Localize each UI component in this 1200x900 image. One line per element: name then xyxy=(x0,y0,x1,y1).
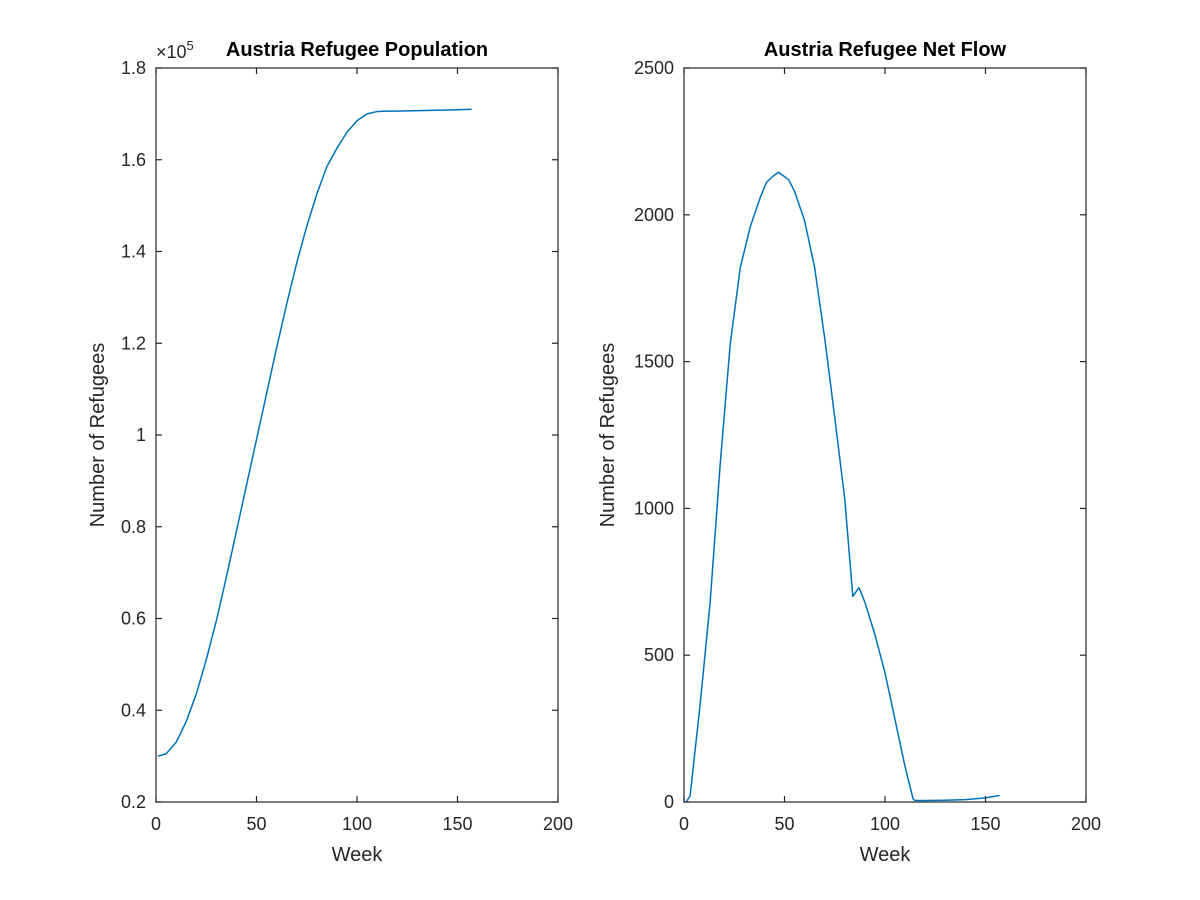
x-tick-label-net-flow: 50 xyxy=(774,814,794,834)
exponent-base: ×10 xyxy=(156,42,187,62)
chart-title-net-flow: Austria Refugee Net Flow xyxy=(764,39,1007,61)
y-tick-label-population: 1.2 xyxy=(121,333,146,353)
plot-area-population xyxy=(155,67,559,803)
y-tick-label-population: 1.8 xyxy=(121,58,146,78)
chart-title-population: Austria Refugee Population xyxy=(226,39,488,61)
chart-population: Austria Refugee Population Week Number o… xyxy=(87,38,573,866)
y-axis-label-net-flow: Number of Refugees xyxy=(597,343,619,528)
x-axis-label-population: Week xyxy=(332,844,384,866)
net-flow-line-group xyxy=(685,171,1000,803)
series-line-net-flow xyxy=(685,171,1000,803)
population-line-group xyxy=(157,108,472,757)
y-tick-label-population: 1.4 xyxy=(121,242,146,262)
y-tick-label-population: 0.2 xyxy=(121,792,146,812)
chart-net-flow: Austria Refugee Net Flow Week Number of … xyxy=(597,39,1101,866)
x-tick-label-net-flow: 0 xyxy=(679,814,689,834)
y-tick-label-population: 0.6 xyxy=(121,609,146,629)
y-tick-label-net-flow: 2500 xyxy=(634,58,674,78)
x-tick-label-population: 0 xyxy=(151,814,161,834)
x-tick-label-net-flow: 150 xyxy=(970,814,1000,834)
y-tick-label-population: 1.6 xyxy=(121,150,146,170)
x-tick-label-population: 100 xyxy=(342,814,372,834)
y-tick-label-population: 0.8 xyxy=(121,517,146,537)
x-tick-label-population: 50 xyxy=(246,814,266,834)
y-axis-exponent-population: ×105 xyxy=(156,38,194,62)
y-tick-label-population: 1 xyxy=(136,425,146,445)
x-tick-label-population: 150 xyxy=(442,814,472,834)
x-tick-label-net-flow: 200 xyxy=(1071,814,1101,834)
y-tick-label-net-flow: 500 xyxy=(644,645,674,665)
x-tick-label-net-flow: 100 xyxy=(870,814,900,834)
y-tick-label-net-flow: 2000 xyxy=(634,205,674,225)
plot-area-net-flow xyxy=(683,67,1087,803)
y-tick-label-net-flow: 1000 xyxy=(634,498,674,518)
y-tick-label-net-flow: 0 xyxy=(664,792,674,812)
y-tick-label-population: 0.4 xyxy=(121,700,146,720)
y-axis-label-population: Number of Refugees xyxy=(87,343,109,528)
exponent-power: 5 xyxy=(187,38,194,53)
x-tick-label-population: 200 xyxy=(543,814,573,834)
y-tick-label-net-flow: 1500 xyxy=(634,352,674,372)
series-line-population xyxy=(157,108,472,757)
x-axis-label-net-flow: Week xyxy=(860,844,912,866)
